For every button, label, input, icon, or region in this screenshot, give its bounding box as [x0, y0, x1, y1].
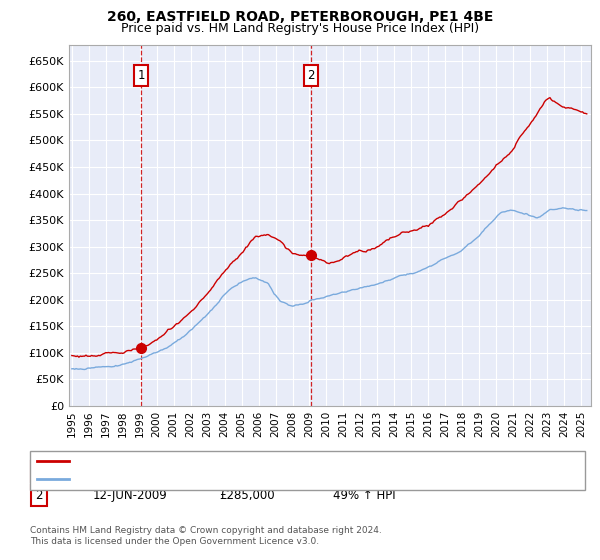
- Text: 260, EASTFIELD ROAD, PETERBOROUGH, PE1 4BE (detached house): 260, EASTFIELD ROAD, PETERBOROUGH, PE1 4…: [75, 456, 447, 466]
- Text: 49% ↑ HPI: 49% ↑ HPI: [333, 489, 395, 502]
- Text: 13-JAN-1999: 13-JAN-1999: [93, 465, 167, 478]
- Text: £285,000: £285,000: [219, 489, 275, 502]
- Text: 2: 2: [35, 489, 43, 502]
- Text: 2: 2: [307, 69, 314, 82]
- Text: 1: 1: [137, 69, 145, 82]
- Text: Price paid vs. HM Land Registry's House Price Index (HPI): Price paid vs. HM Land Registry's House …: [121, 22, 479, 35]
- Text: 260, EASTFIELD ROAD, PETERBOROUGH, PE1 4BE: 260, EASTFIELD ROAD, PETERBOROUGH, PE1 4…: [107, 10, 493, 24]
- Text: 33% ↑ HPI: 33% ↑ HPI: [333, 465, 395, 478]
- Text: 12-JUN-2009: 12-JUN-2009: [93, 489, 168, 502]
- Text: 1: 1: [35, 465, 43, 478]
- Text: £108,500: £108,500: [219, 465, 275, 478]
- Text: HPI: Average price, detached house, City of Peterborough: HPI: Average price, detached house, City…: [75, 474, 391, 484]
- Text: Contains HM Land Registry data © Crown copyright and database right 2024.
This d: Contains HM Land Registry data © Crown c…: [30, 526, 382, 546]
